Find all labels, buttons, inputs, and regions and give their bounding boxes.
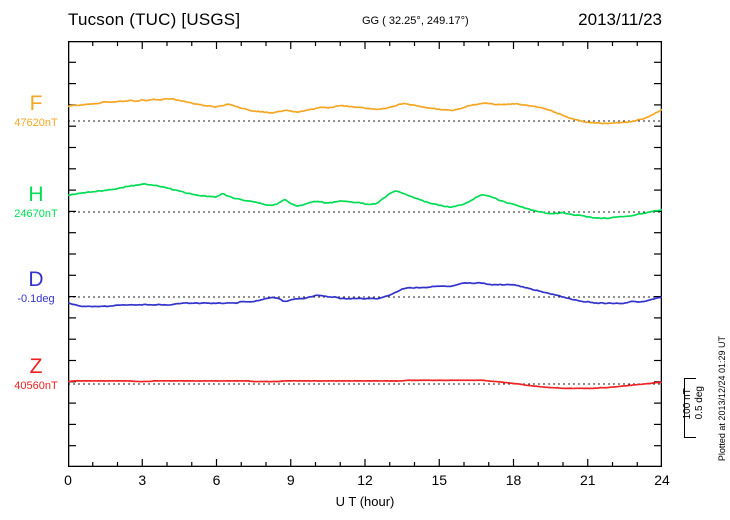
scale-bar-caption: 100 nT 0.5 deg xyxy=(682,386,705,419)
x-tick-3: 3 xyxy=(138,472,147,488)
trace-H xyxy=(68,183,662,220)
plot-svg xyxy=(68,41,662,467)
x-tick-0: 0 xyxy=(64,472,72,488)
component-label-H: H 24670nT xyxy=(8,184,64,220)
geographic-coordinates: GG ( 32.25°, 249.17°) xyxy=(362,15,469,27)
trace-D xyxy=(68,281,662,308)
component-letter-H: H xyxy=(28,183,44,206)
x-tick-9: 9 xyxy=(286,472,295,488)
scale-bar xyxy=(684,378,696,438)
component-letter-Z: Z xyxy=(29,355,43,378)
component-baseline-Z: 40560nT xyxy=(14,380,58,392)
x-tick-21: 21 xyxy=(579,472,596,488)
x-axis-title: U T (hour) xyxy=(335,494,395,509)
component-baseline-H: 24670nT xyxy=(14,208,58,220)
observation-date: 2013/11/23 xyxy=(578,10,662,29)
component-baseline-D: -0.1deg xyxy=(17,293,55,305)
x-tick-15: 15 xyxy=(431,472,448,488)
x-tick-6: 6 xyxy=(212,472,221,488)
scale-nt: 100 nT xyxy=(682,388,693,420)
trace-F xyxy=(68,97,662,125)
component-letter-F: F xyxy=(29,92,43,115)
x-tick-12: 12 xyxy=(357,472,373,488)
scale-deg: 0.5 deg xyxy=(693,386,705,420)
x-tick-24: 24 xyxy=(654,472,670,488)
magnetogram-plot xyxy=(68,41,662,467)
component-baseline-F: 47620nT xyxy=(14,117,58,129)
trace-Z xyxy=(68,379,662,390)
component-letter-D: D xyxy=(28,268,44,291)
component-label-Z: Z 40560nT xyxy=(8,356,64,392)
plotted-timestamp: Plotted at 2013/12/24 01:29 UT xyxy=(717,336,727,462)
x-tick-18: 18 xyxy=(505,472,522,488)
component-label-F: F 47620nT xyxy=(8,93,64,129)
component-label-D: D -0.1deg xyxy=(8,269,64,305)
station-title: Tucson (TUC) [USGS] xyxy=(68,10,241,29)
